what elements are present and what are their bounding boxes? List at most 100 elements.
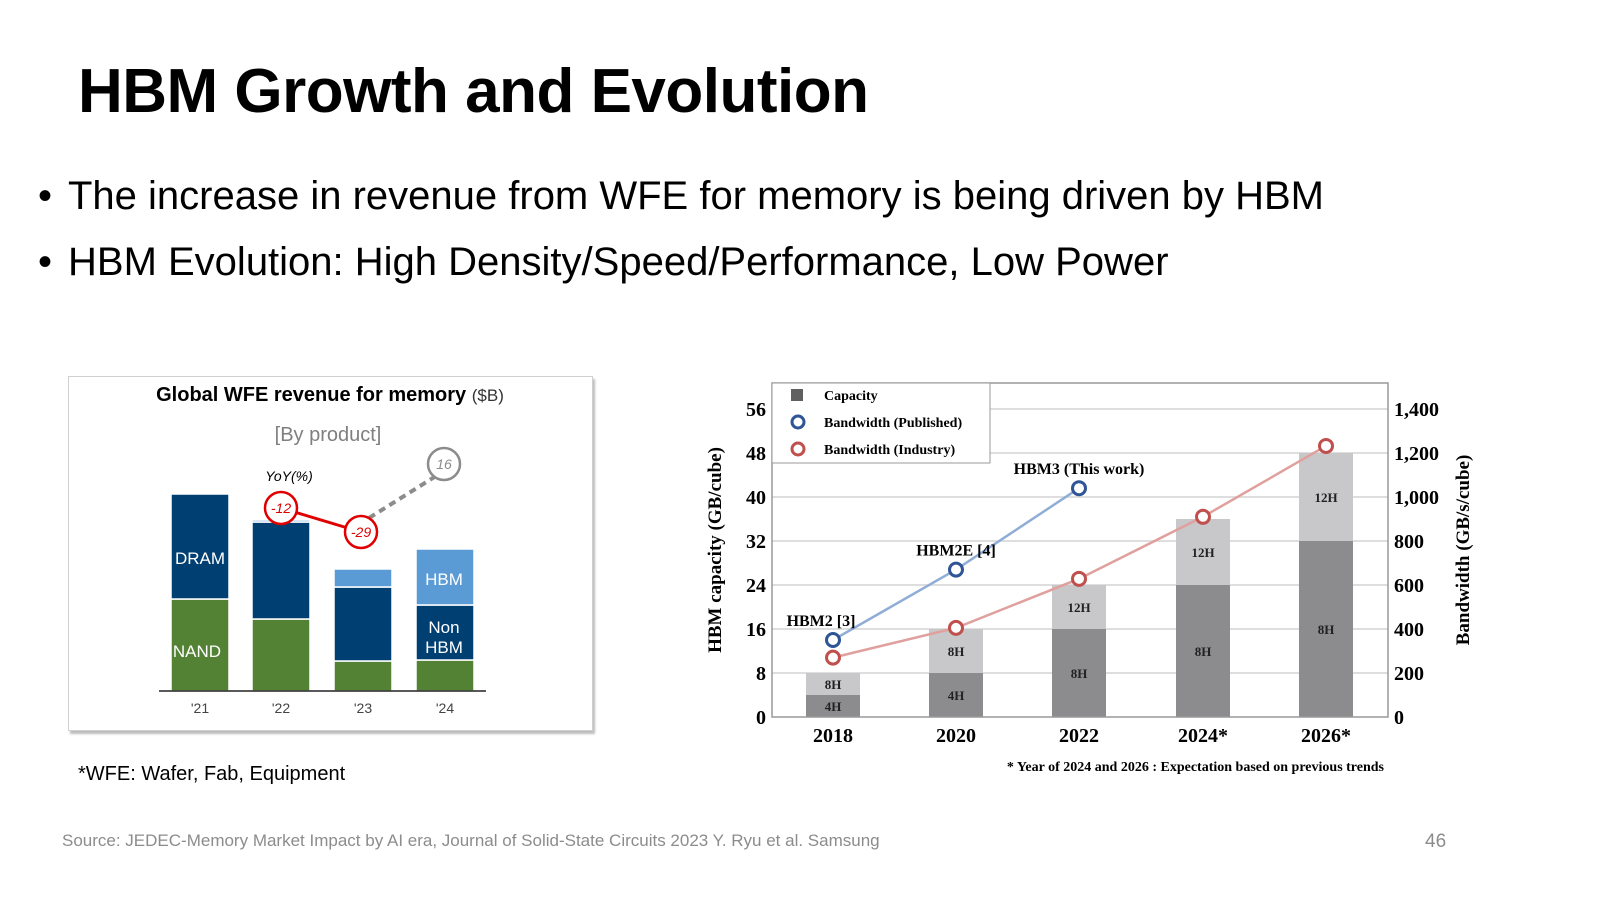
bullet-item: • The increase in revenue from WFE for me… [38,174,1324,219]
capacity-bar-lower [1052,629,1106,717]
y2-tick-label: 0 [1394,707,1404,729]
y2-tick-label: 600 [1394,575,1424,597]
yoy-projected-line [367,474,438,520]
capacity-bar-upper [1299,453,1353,541]
yoy-value: -12 [271,500,291,516]
bandwidth-point [825,649,841,666]
bar-segment-dram [170,493,230,600]
yoy-value: -29 [351,524,371,540]
bandwidth-point [948,619,964,636]
bandwidth-point [1195,508,1211,525]
segment-label-line: Non [428,618,459,637]
capacity-bar-upper [1052,585,1106,629]
capacity-lower-label: 8H [1071,666,1088,681]
y2-tick-label: 1,000 [1394,487,1439,509]
legend-box [771,382,991,464]
bullet-item: • HBM Evolution: High Density/Speed/Perfo… [38,240,1169,285]
capacity-bar-lower [929,673,983,717]
y2-tick-label: 1,400 [1394,399,1439,421]
y-tick-label: 0 [756,707,766,729]
legend-published-marker [790,414,806,430]
chart-note: * Year of 2024 and 2026 : Expectation ba… [1007,760,1385,775]
y2-tick-label: 1,200 [1394,443,1439,465]
yoy-value: 16 [436,456,452,472]
y-tick-label: 48 [746,443,766,465]
x-tick-label: 2020 [936,725,976,747]
capacity-lower-label: 4H [948,688,965,703]
y-tick-label: 24 [746,575,766,597]
capacity-upper-label: 12H [1314,490,1337,505]
wfe-chart-frame [68,376,593,731]
x-tick-label: 2022 [1059,725,1099,747]
bar-segment-dram [415,604,475,661]
y-tick-label: 8 [756,663,766,685]
capacity-bar-lower [806,695,860,717]
bullet-icon: • [38,174,53,218]
y-tick-label: 16 [746,619,766,641]
bandwidth-point-label: HBM2E [4] [916,543,996,560]
legend-industry-marker [790,441,806,457]
hbm-capacity-bandwidth-chart: 0 0 8 200 16 400 24 600 32 800 40 1,000 48 1,200 56 1,4… [705,382,1474,775]
capacity-upper-label: 8H [948,644,965,659]
x-tick-label: '24 [436,700,454,716]
yoy-marker [343,514,379,550]
bandwidth-point [825,632,841,648]
legend: Capacity Bandwidth (Published) Bandwidth… [771,382,991,464]
capacity-lower-label: 4H [825,699,842,714]
legend-capacity: Capacity [824,389,878,404]
capacity-upper-label: 12H [1191,545,1214,560]
x-tick-label: '21 [191,700,209,716]
y-axis-label: HBM capacity (GB/cube) [705,447,726,653]
y2-tick-label: 400 [1394,619,1424,641]
y2-axis-label: Bandwidth (GB/s/cube) [1453,455,1474,646]
bandwidth-point [1318,437,1334,454]
bandwidth-point [948,561,964,578]
capacity-bar-upper [929,629,983,673]
x-tick-label: 2026* [1301,725,1351,747]
yoy-label: YoY(%) [265,468,312,484]
slide-title: HBM Growth and Evolution [78,57,869,126]
segment-label-dram: DRAM [175,549,225,568]
capacity-lower-label: 8H [1195,644,1212,659]
bar-segment-nand [415,659,475,692]
y-tick-label: 56 [746,399,766,421]
capacity-bar-lower [1299,541,1353,717]
bandwidth-point [1071,570,1087,587]
y-tick-label: 40 [746,487,766,509]
x-tick-label: 2018 [813,725,853,747]
capacity-bar-upper [1176,519,1230,585]
capacity-upper-label: 8H [825,677,842,692]
legend-capacity-swatch [791,389,803,401]
capacity-bar-lower [1176,585,1230,717]
x-tick-label: 2024* [1178,725,1228,747]
bar-segment-nand [251,618,311,692]
bar-segment-dram [251,521,311,620]
bullet-text: The increase in revenue from WFE for mem… [68,174,1324,218]
bar-segment-hbm [415,548,475,606]
legend-industry: Bandwidth (Industry) [824,443,955,458]
wfe-revenue-chart: Global WFE revenue for memory ($B) [By p… [156,384,504,716]
segment-label-line: HBM [425,638,463,657]
y2-tick-label: 800 [1394,531,1424,553]
legend-published: Bandwidth (Published) [824,416,962,431]
footnote: *WFE: Wafer, Fab, Equipment [78,763,346,785]
segment-label-nand: NAND [173,642,221,661]
bandwidth-point [1071,480,1087,497]
page-number: 46 [1425,831,1447,852]
y-tick-label: 32 [746,531,766,553]
bandwidth-point-label: HBM2 [3] [787,613,856,630]
segment-label-non-hbm: Non HBM [425,618,463,657]
bar-segment-nand [170,598,230,692]
bar-segment-hbm [333,568,393,588]
bandwidth-point-label: HBM3 (This work) [1014,461,1145,478]
capacity-lower-label: 8H [1318,622,1335,637]
yoy-marker [426,446,462,482]
y2-tick-label: 200 [1394,663,1424,685]
source-citation: Source: JEDEC-Memory Market Impact by AI… [62,831,880,850]
capacity-bar-upper [806,673,860,695]
x-tick-label: '22 [272,700,290,716]
bar-segment-dram [333,586,393,662]
yoy-marker [263,490,299,526]
segment-label-hbm: HBM [425,570,463,589]
